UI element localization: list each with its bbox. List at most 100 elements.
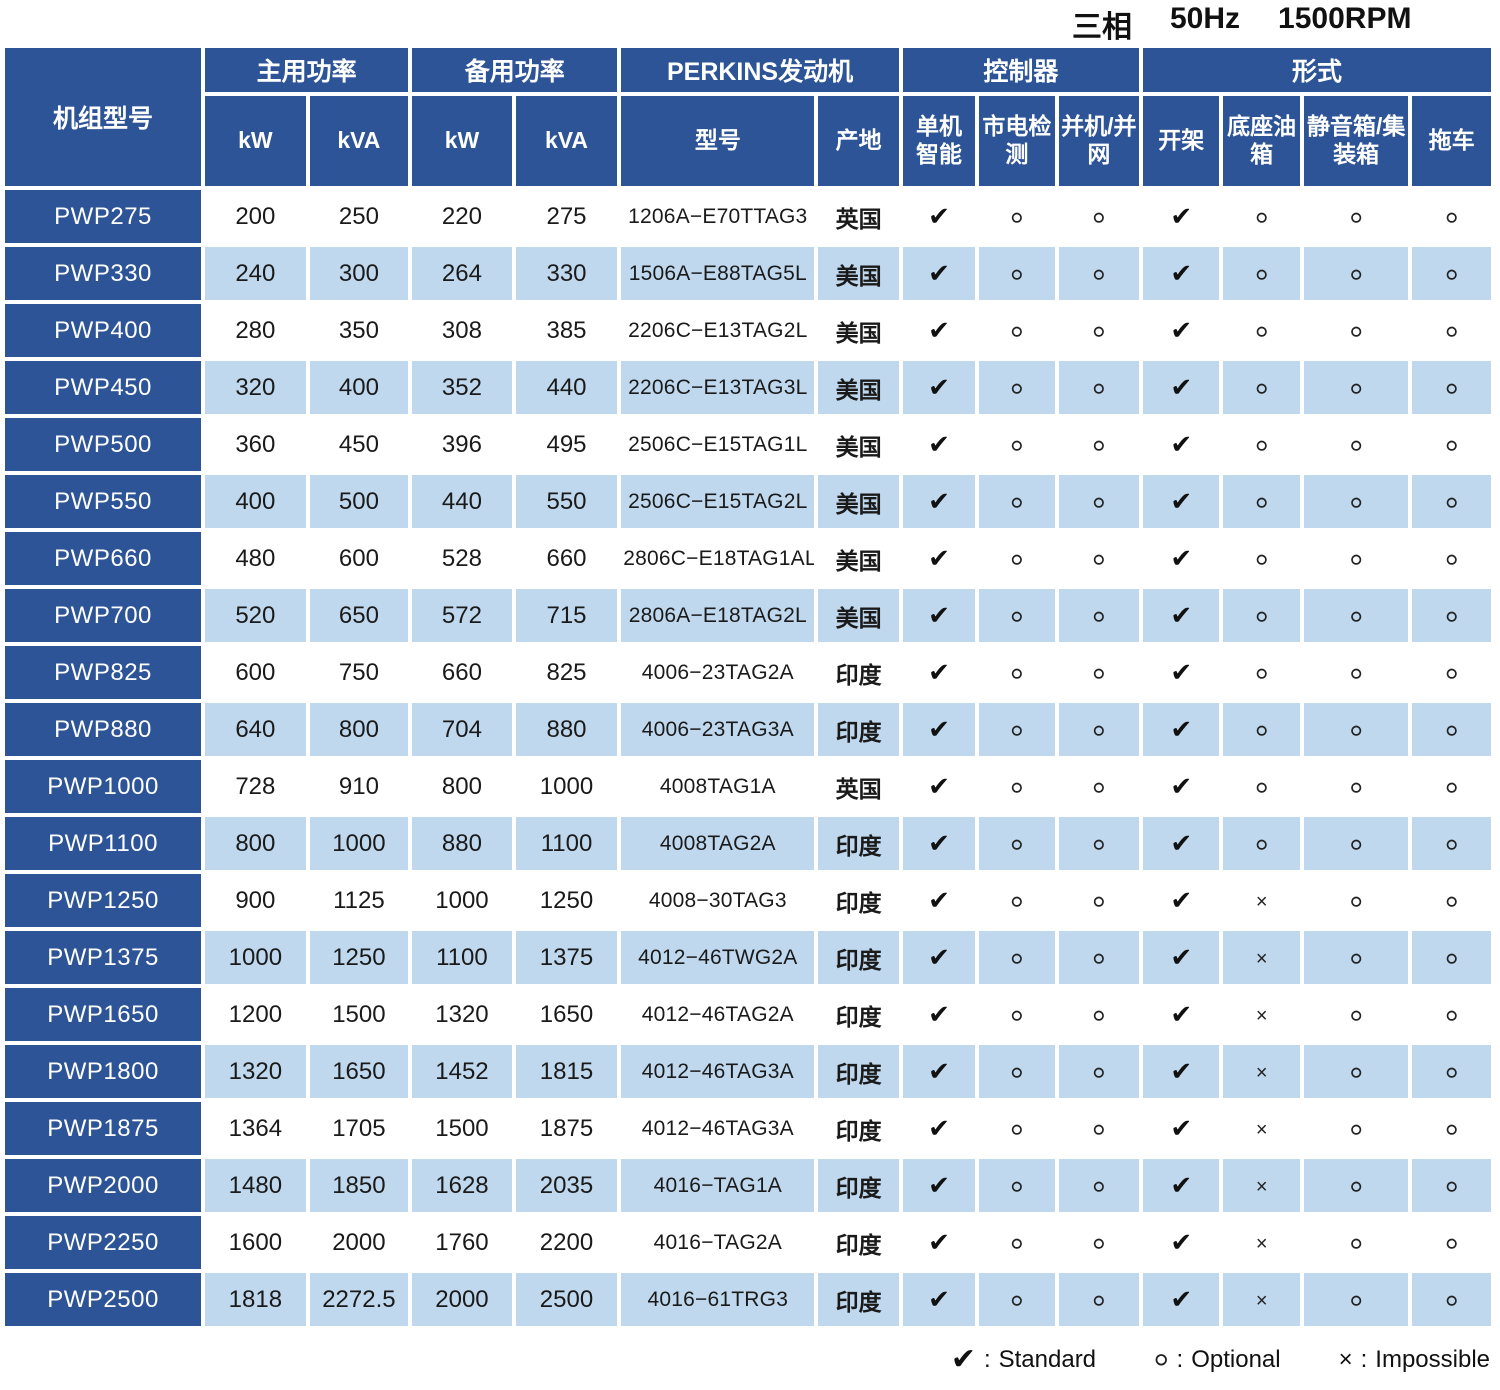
model-cell: PWP400 [5, 304, 202, 357]
silent-container-cell: ○ [1304, 760, 1409, 813]
engine-origin-cell: 英国 [835, 205, 882, 232]
circle-icon: ○ [1092, 376, 1106, 400]
check-icon: ✔ [1170, 543, 1193, 573]
single-unit-smart-cell: ✔ [903, 304, 975, 357]
single-unit-smart-cell: ✔ [903, 1102, 975, 1155]
single-unit-smart-cell: ✔ [903, 874, 975, 927]
prime-kw-cell: 600 [235, 658, 276, 686]
check-icon: ✔ [1170, 999, 1193, 1029]
model-cell: PWP2250 [5, 1216, 202, 1269]
open-frame-cell: ✔ [1143, 988, 1219, 1041]
check-icon: ✔ [1170, 372, 1193, 402]
standby-kw-cell: 880 [412, 817, 512, 870]
single-unit-smart-cell: ✔ [902, 361, 976, 414]
circle-icon: ○ [1010, 832, 1024, 856]
mains-detection-cell: ○ [979, 1045, 1055, 1098]
check-icon: ✔ [928, 771, 950, 801]
model-cell: PWP275 [5, 190, 202, 243]
silent-container-cell: ○ [1304, 304, 1409, 357]
mains-detection-cell: ○ [979, 1273, 1055, 1326]
check-icon: ✔ [1170, 657, 1193, 687]
engine-model-cell: 4016−TAG2A [653, 1230, 782, 1254]
engine-model-cell: 4016−61TRG3 [621, 1273, 815, 1326]
cross-icon: × [1255, 1175, 1268, 1198]
parallel-cell: ○ [1058, 1273, 1140, 1326]
model-cell: PWP1800 [5, 1045, 202, 1098]
check-icon: ✔ [928, 1170, 950, 1200]
standby-kva-cell: 715 [515, 589, 618, 642]
standby-kva-cell: 660 [546, 544, 587, 572]
engine-model-cell: 4016−TAG1A [621, 1159, 815, 1212]
circle-icon: ○ [1092, 433, 1106, 457]
circle-icon: ○ [1445, 1060, 1459, 1084]
engine-origin-cell: 美国 [835, 319, 882, 346]
circle-icon: ○ [1445, 604, 1459, 628]
engine-origin-cell: 印度 [818, 1045, 899, 1098]
base-fuel-tank-cell: ○ [1223, 646, 1299, 699]
table-row: PWP1250 900 1125 1000 1250 4008−30TAG3 印度 ✔ ○ ○ ✔ ×… [5, 874, 1491, 927]
circle-icon: ○ [1349, 1288, 1363, 1312]
table-row: PWP2000 1480 1850 1628 2035 4016−TAG1A 印度 ✔ ○ ○ ✔ ×… [5, 1159, 1491, 1212]
standby-kw-cell: 264 [412, 247, 512, 300]
single-unit-smart-cell: ✔ [903, 988, 975, 1041]
trailer-cell: ○ [1412, 1159, 1491, 1212]
table-row: PWP450 320 400 352 440 2206C−E13TAG3L 美国 ✔ ○ ○ ✔ ○ ○… [5, 361, 1491, 414]
mains-detection-cell: ○ [979, 247, 1055, 300]
circle-icon: ○ [1092, 661, 1106, 685]
header-model: 机组型号 [5, 48, 202, 186]
circle-icon: ○ [1092, 1231, 1106, 1255]
check-icon: ✔ [928, 315, 950, 345]
circle-icon: ○ [1255, 718, 1268, 742]
single-unit-smart-cell: ✔ [903, 418, 975, 471]
circle-icon: ○ [1445, 205, 1459, 229]
circle-icon: ○ [1010, 1288, 1024, 1312]
circle-icon: ○ [1010, 433, 1024, 457]
base-fuel-tank-cell: ○ [1223, 589, 1300, 642]
model-cell: PWP500 [5, 418, 202, 471]
circle-icon: ○ [1092, 490, 1106, 514]
subheader-origin: 产地 [818, 96, 899, 186]
prime-kva-cell: 1250 [309, 931, 409, 984]
circle-icon: ○ [1445, 547, 1459, 571]
subheader-trailer: 拖车 [1412, 96, 1491, 186]
engine-origin-cell: 印度 [818, 703, 899, 756]
circle-icon: ○ [1445, 661, 1459, 685]
standby-kw-cell: 1628 [412, 1159, 512, 1212]
trailer-cell: ○ [1412, 532, 1491, 585]
standby-kva-cell: 1815 [515, 1045, 618, 1098]
engine-origin-cell: 印度 [835, 1117, 882, 1144]
mains-detection-cell: ○ [979, 646, 1054, 699]
silent-container-cell: ○ [1303, 1159, 1409, 1212]
base-fuel-tank-cell: ○ [1223, 703, 1300, 756]
model-cell: PWP330 [5, 247, 202, 300]
prime-kw-cell: 728 [235, 772, 276, 800]
base-fuel-tank-cell: ○ [1223, 190, 1299, 243]
generator-spec-table: 机组型号 主用功率 备用功率 PERKINS发动机 控制器 形式 kW kVA … [1, 44, 1495, 1330]
engine-origin-cell: 英国 [835, 775, 882, 802]
circle-icon: ○ [1010, 604, 1024, 628]
cross-icon: × [1255, 1118, 1268, 1141]
engine-model-cell: 2806A−E18TAG2L [621, 589, 815, 642]
model-cell: PWP660 [5, 532, 202, 585]
single-unit-smart-cell: ✔ [902, 1159, 976, 1212]
prime-kva-cell: 300 [309, 247, 409, 300]
circle-icon: ○ [1010, 262, 1024, 286]
check-icon: ✔ [928, 600, 950, 630]
prime-kva-cell: 350 [338, 316, 379, 344]
prime-kw-cell: 1000 [205, 931, 306, 984]
legend-optional: ○: Optional [1154, 1345, 1281, 1374]
silent-container-cell: ○ [1303, 589, 1409, 642]
parallel-cell: ○ [1059, 646, 1139, 699]
prime-kw-cell: 1818 [205, 1273, 306, 1326]
base-fuel-tank-cell: × [1223, 931, 1300, 984]
table-row: PWP550 400 500 440 550 2506C−E15TAG2L 美国 ✔ ○ ○ ✔ ○ ○… [5, 475, 1491, 528]
prime-kva-cell: 250 [338, 202, 379, 230]
header-form: 形式 [1143, 48, 1491, 92]
prime-kw-cell: 400 [205, 475, 306, 528]
silent-container-cell: ○ [1303, 247, 1409, 300]
legend-optional-label: Optional [1191, 1345, 1281, 1373]
standby-kw-cell: 352 [412, 361, 512, 414]
open-frame-cell: ✔ [1143, 760, 1219, 813]
silent-container-cell: ○ [1304, 646, 1409, 699]
check-icon: ✔ [1170, 885, 1193, 915]
